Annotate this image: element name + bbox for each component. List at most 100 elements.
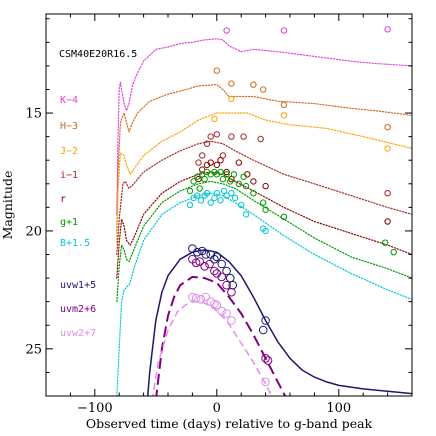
data-point-uvw2-7 <box>212 300 222 310</box>
data-point-g-1 <box>201 175 208 183</box>
model-curve-b-1-5 <box>116 192 412 396</box>
data-point-k-4 <box>384 26 391 33</box>
data-point-uvm2-6 <box>222 280 231 290</box>
data-point-i-1 <box>240 133 247 140</box>
data-point-uvm2-6 <box>205 259 214 269</box>
data-point-i-1 <box>203 140 211 147</box>
data-point-g-1 <box>217 168 224 176</box>
data-point-h-3 <box>213 67 221 74</box>
model-curve-uvm2-6 <box>155 275 287 396</box>
axis-ticks: −100 0 100 15 20 25 <box>25 14 413 416</box>
data-point-k-4 <box>280 27 288 34</box>
legend-label: uvw1+5 <box>60 280 96 291</box>
data-point-i-1 <box>228 133 235 140</box>
data-point-g-1 <box>260 199 267 206</box>
data-point-uvw1-5 <box>258 325 268 335</box>
data-point-r <box>235 159 243 166</box>
data-point-uvw2-7 <box>191 293 201 303</box>
data-point-uvw1-5 <box>261 316 270 325</box>
plot-frame <box>45 13 413 397</box>
data-point-uvm2-6 <box>263 356 273 365</box>
data-point-b-1-5 <box>228 190 235 197</box>
y-axis-label: Magnitude <box>0 171 15 240</box>
data-point-uvw1-5 <box>201 250 211 259</box>
model-curve-uvw1-5 <box>146 249 412 396</box>
data-point-g-1 <box>186 187 194 195</box>
legend-label: uvm2+6 <box>60 304 96 315</box>
data-point-g-1 <box>262 206 269 213</box>
data-point-uvm2-6 <box>227 287 236 297</box>
data-point-g-1 <box>230 171 238 178</box>
data-point-uvw1-5 <box>217 259 226 269</box>
data-point-uvw2-7 <box>217 306 226 316</box>
y-tick-label: 25 <box>25 342 42 357</box>
data-point-uvw2-7 <box>201 292 211 302</box>
model-curve-k-4 <box>116 38 412 215</box>
legend-label: i−1 <box>60 170 78 181</box>
data-point-r <box>250 178 257 185</box>
data-point-g-1 <box>382 239 389 246</box>
data-point-b-1-5 <box>238 201 245 209</box>
data-point-r <box>384 218 391 225</box>
chart-title: CSM40E20R16.5 <box>59 49 137 60</box>
legend-label: uvw2+7 <box>60 328 96 339</box>
data-point-uvw1-5 <box>222 266 231 276</box>
data-point-b-1-5 <box>186 201 194 209</box>
data-point-i-1 <box>207 133 214 140</box>
model-curve-j-2 <box>116 112 412 244</box>
model-curve-h-3 <box>116 84 412 232</box>
data-point-h-3 <box>228 80 235 87</box>
data-point-r <box>207 159 214 166</box>
data-point-k-4 <box>223 27 230 34</box>
data-point-uvw2-7 <box>261 377 270 387</box>
data-point-g-1 <box>190 178 197 185</box>
data-point-h-3 <box>250 81 257 88</box>
data-point-g-1 <box>196 185 203 192</box>
model-curve-uvw2-7 <box>152 300 273 396</box>
data-point-b-1-5 <box>207 199 214 206</box>
data-point-uvw2-7 <box>196 295 206 304</box>
data-point-g-1 <box>280 213 288 221</box>
data-point-i-1 <box>199 152 206 159</box>
data-point-r <box>213 161 221 169</box>
x-axis-label: Observed time (days) relative to g-band … <box>86 416 373 431</box>
data-point-uvw1-5 <box>193 247 202 257</box>
data-point-b-1-5 <box>220 187 228 195</box>
data-point-g-1 <box>219 175 227 183</box>
data-point-b-1-5 <box>203 190 211 197</box>
y-tick-label: 15 <box>25 107 42 122</box>
y-tick-label: 20 <box>25 224 42 239</box>
legend-label: r <box>60 194 66 205</box>
legend-label: K−4 <box>60 95 78 106</box>
model-curves <box>116 38 412 396</box>
observed-points <box>186 26 397 387</box>
data-point-g-1 <box>235 180 243 188</box>
data-point-h-3 <box>384 124 391 131</box>
model-curve-r <box>116 171 412 279</box>
data-point-g-1 <box>223 171 230 178</box>
data-point-g-1 <box>390 249 397 256</box>
model-curve-i-1 <box>116 140 412 256</box>
legend-label: J−2 <box>60 146 78 157</box>
data-point-uvw2-7 <box>188 292 197 302</box>
data-point-g-1 <box>227 178 234 185</box>
data-point-uvm2-6 <box>261 354 270 363</box>
data-point-uvm2-6 <box>217 272 226 282</box>
data-point-g-1 <box>242 182 250 190</box>
data-point-i-1 <box>195 159 202 166</box>
data-point-uvm2-6 <box>200 262 209 271</box>
data-point-uvm2-6 <box>210 266 219 276</box>
band-labels: K−4 H−3 J−2 i−1 r g+1 B+1.5 uvw1+5 uvm2+6 uvw2+7 <box>60 95 96 339</box>
data-point-r <box>217 157 224 164</box>
data-point-j-2 <box>280 112 288 119</box>
data-point-uvw1-5 <box>225 273 235 283</box>
data-point-g-1 <box>194 173 201 180</box>
data-point-b-1-5 <box>194 192 201 199</box>
data-point-j-2 <box>211 115 218 123</box>
data-point-uvm2-6 <box>195 257 204 266</box>
data-point-j-2 <box>228 95 235 103</box>
data-point-b-1-5 <box>231 194 239 202</box>
model-curve-g-1 <box>116 180 412 303</box>
legend-label: g+1 <box>60 217 78 228</box>
